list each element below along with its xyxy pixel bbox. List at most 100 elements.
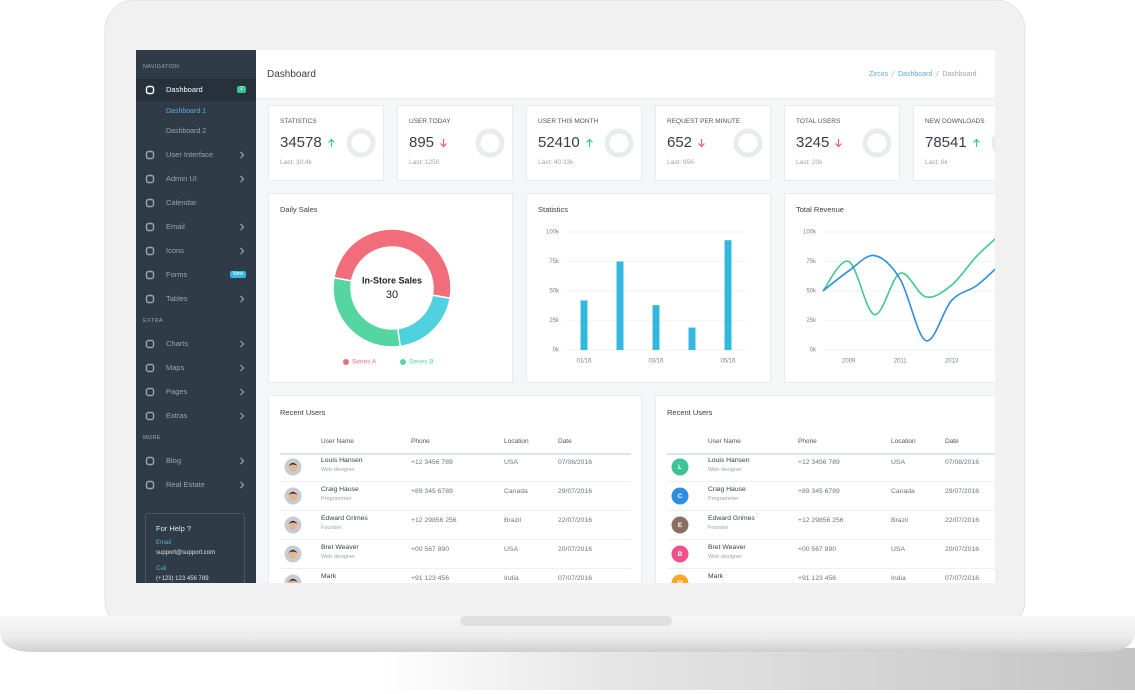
menu-item[interactable]: Email bbox=[166, 222, 185, 231]
avatar-face bbox=[288, 492, 298, 501]
breadcrumb-item: Dashboard bbox=[942, 70, 977, 78]
breadcrumb: Zircos Dashboard Dashboard bbox=[869, 70, 977, 78]
trend-arrow-shape bbox=[440, 138, 447, 147]
y-tick-label: 50k bbox=[549, 289, 560, 295]
cell-date: 29/07/2016 bbox=[945, 488, 980, 495]
menu-item[interactable]: Dashboard bbox=[166, 85, 203, 94]
user-role: Web designer bbox=[321, 554, 355, 560]
menu-item[interactable]: Real Estate bbox=[166, 480, 205, 489]
donut-center-label: In-Store Sales bbox=[362, 275, 422, 285]
avatar-circle bbox=[671, 516, 689, 534]
menu-item[interactable]: Admin UI bbox=[166, 174, 197, 183]
menu-icon bbox=[145, 339, 155, 349]
icon-shape bbox=[145, 411, 155, 421]
cell-phone: +91 123 456 bbox=[798, 575, 836, 582]
stat-icon bbox=[346, 128, 376, 158]
page-title: Dashboard bbox=[267, 69, 316, 80]
cell-date: 22/07/2016 bbox=[945, 517, 980, 524]
stat-icon-shape bbox=[346, 128, 376, 158]
chart-card: Daily Sales In-Store Sales 30 Series A Serie… bbox=[268, 193, 513, 383]
avatar: M bbox=[671, 574, 689, 583]
menu-item[interactable]: User Interface bbox=[166, 150, 214, 159]
user-name: Bret Weaver bbox=[708, 544, 746, 551]
y-tick-label: 100k bbox=[546, 230, 560, 236]
stat-last: Last: 40.33k bbox=[538, 159, 574, 166]
submenu-item[interactable]: Dashboard 1 bbox=[166, 108, 207, 115]
stat-row: 52410 bbox=[538, 134, 594, 151]
menu-item[interactable]: Maps bbox=[166, 363, 185, 372]
icon-shape bbox=[145, 222, 155, 232]
user-name: Craig Hause bbox=[321, 486, 359, 493]
menu-item[interactable]: Pages bbox=[166, 387, 188, 396]
menu-item[interactable]: Calendar bbox=[166, 198, 197, 207]
chevron-shape bbox=[240, 175, 245, 183]
breadcrumb-separator bbox=[935, 70, 940, 78]
section-title: MORE bbox=[143, 435, 161, 441]
avatar-hair bbox=[288, 549, 298, 553]
submenu-item[interactable]: Dashboard 2 bbox=[166, 128, 207, 135]
separator-shape bbox=[891, 70, 895, 78]
legend-swatch bbox=[343, 359, 349, 365]
breadcrumb-item[interactable]: Dashboard bbox=[898, 70, 933, 78]
y-tick-label: 100k bbox=[803, 230, 817, 236]
menu-icon bbox=[145, 456, 155, 466]
bar bbox=[688, 327, 696, 350]
column-header: Phone bbox=[411, 438, 430, 445]
cell-location: Canada bbox=[891, 488, 915, 495]
help-call-label: Call bbox=[156, 566, 167, 572]
user-role: Web designer bbox=[708, 554, 742, 560]
avatar: E bbox=[671, 516, 689, 534]
column-header: Phone bbox=[798, 438, 817, 445]
cell-date: 29/07/2016 bbox=[558, 488, 593, 495]
avatar bbox=[284, 574, 302, 583]
cell-date: 20/07/2016 bbox=[558, 546, 593, 553]
user-name: Edward Grimes bbox=[708, 515, 755, 522]
row-rule bbox=[667, 539, 995, 540]
chevron-shape bbox=[240, 151, 245, 159]
stat-row: 78541 bbox=[925, 134, 981, 151]
cell-phone: +12 3456 789 bbox=[798, 459, 840, 466]
table-title: Recent Users bbox=[667, 408, 713, 417]
legend-swatch bbox=[400, 359, 406, 365]
menu-item[interactable]: Extras bbox=[166, 411, 188, 420]
sidebar: NAVIGATION Dashboard 2 Dashboard 1 Dashboard… bbox=[136, 50, 256, 583]
trend-arrow-shape bbox=[698, 138, 705, 147]
stat-icon bbox=[991, 133, 995, 153]
breadcrumb-separator bbox=[891, 70, 895, 78]
stat-last: Last: 956 bbox=[667, 159, 694, 166]
row-rule bbox=[280, 539, 631, 540]
stat-icon-shape bbox=[862, 128, 892, 158]
donut-center-value: 30 bbox=[386, 289, 398, 301]
chevron bbox=[240, 247, 245, 255]
chart-title: Total Revenue bbox=[796, 205, 844, 214]
stat-label: REQUEST PER MINUTE bbox=[667, 118, 741, 125]
stat-value: 52410 bbox=[538, 134, 580, 151]
user-name: Edward Grimes bbox=[321, 515, 368, 522]
menu-item[interactable]: Charts bbox=[166, 339, 189, 348]
chevron bbox=[240, 340, 245, 348]
cell-location: USA bbox=[504, 459, 518, 466]
chart-title: Statistics bbox=[538, 205, 568, 214]
avatar: C bbox=[671, 487, 689, 505]
legend-label: Series A bbox=[352, 359, 377, 366]
menu-item[interactable]: Forms bbox=[166, 270, 188, 279]
chevron bbox=[240, 388, 245, 396]
chevron-shape bbox=[240, 364, 245, 372]
menu-item[interactable]: Icons bbox=[166, 246, 184, 255]
stat-label: USER THIS MONTH bbox=[538, 118, 599, 125]
laptop-shadow bbox=[380, 648, 1135, 690]
column-header: Date bbox=[945, 438, 959, 445]
chevron-shape bbox=[240, 295, 245, 303]
trend-arrow bbox=[327, 138, 335, 147]
avatar-letter: B bbox=[678, 551, 683, 558]
breadcrumb-item[interactable]: Zircos bbox=[869, 70, 889, 78]
trend-arrow bbox=[585, 138, 593, 147]
menu-item[interactable]: Blog bbox=[166, 456, 182, 465]
chevron-shape bbox=[240, 340, 245, 348]
avatar-hair bbox=[288, 462, 298, 466]
menu-icon bbox=[145, 294, 155, 304]
cell-phone: +00 567 890 bbox=[411, 546, 449, 553]
bar bbox=[616, 261, 624, 350]
menu-icon bbox=[145, 174, 155, 184]
menu-item[interactable]: Tables bbox=[166, 294, 188, 303]
